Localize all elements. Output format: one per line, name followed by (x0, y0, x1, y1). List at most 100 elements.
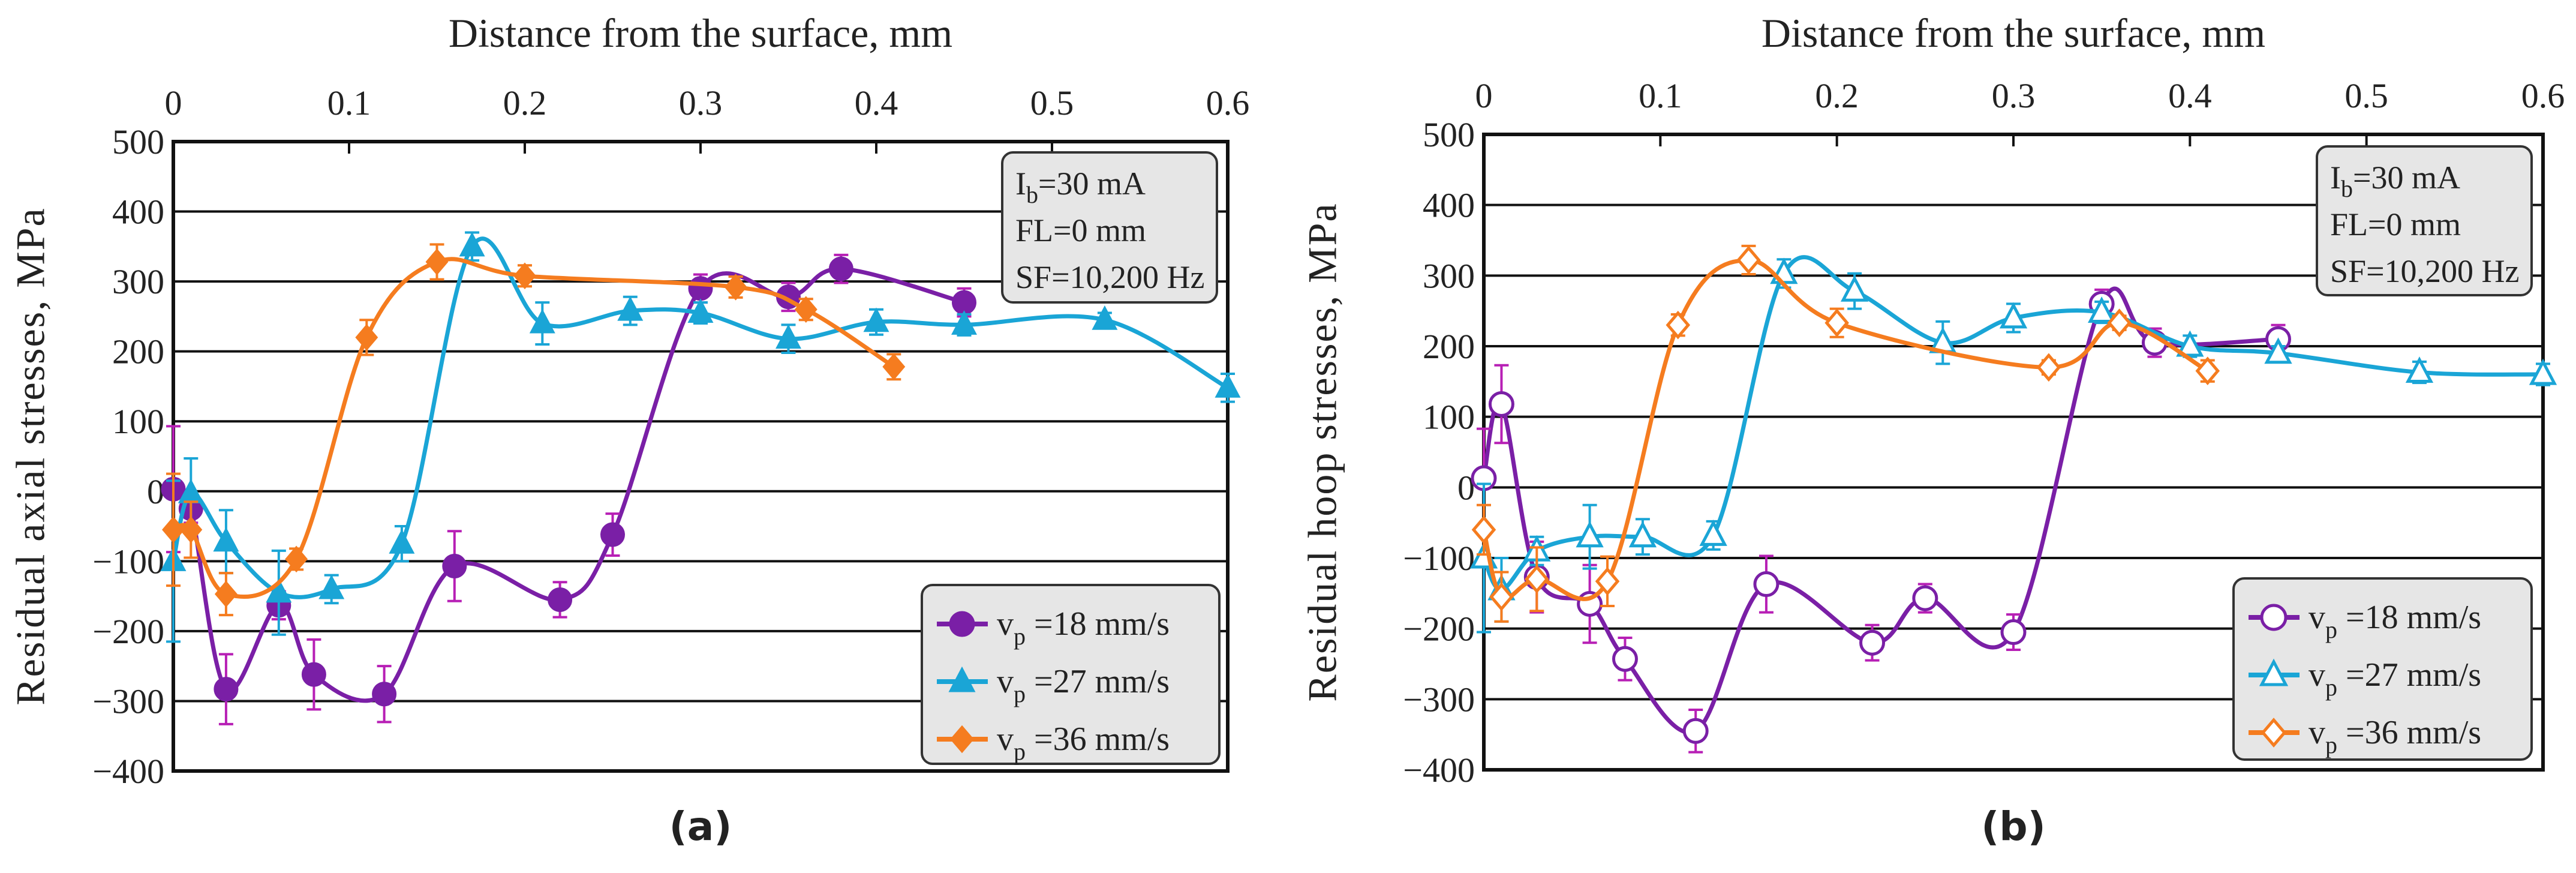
info-box: Ib=30 mA FL=0 mm SF=10,200 Hz (2316, 145, 2533, 296)
x-axis-title: Distance from the surface, mm (1762, 10, 2265, 56)
data-point-diamond (1489, 582, 1514, 611)
y-tick-label: −300 (1403, 680, 1475, 719)
x-tick-label: 0.1 (1639, 76, 1682, 115)
x-tick-label: 0.4 (855, 83, 898, 122)
info-line: FL=0 mm (1015, 212, 1146, 248)
data-point-diamond (724, 274, 747, 301)
info-line: Ib=30 mA (2330, 160, 2460, 202)
data-point-circle (1753, 571, 1780, 598)
data-point-diamond (355, 324, 378, 351)
data-point-triangle (1215, 373, 1241, 398)
data-point-triangle (459, 232, 485, 257)
data-point-circle (372, 682, 397, 707)
data-point-triangle (1092, 305, 1118, 330)
data-point-circle (2260, 604, 2288, 631)
data-point-diamond (882, 353, 906, 380)
x-tick-label: 0.3 (1992, 76, 2036, 115)
info-line: Ib=30 mA (1015, 166, 1146, 208)
x-tick-label: 0.4 (2168, 76, 2212, 115)
data-point-triangle (775, 324, 801, 349)
data-point-circle (214, 677, 239, 702)
series-line (1481, 286, 2279, 735)
x-tick-label: 0.2 (1815, 76, 1859, 115)
panel-label: (a) (669, 803, 732, 850)
x-tick-label: 0.2 (503, 83, 547, 122)
data-point-circle (1859, 629, 1886, 656)
data-point-diamond (1824, 308, 1849, 338)
y-tick-label: 200 (112, 332, 164, 371)
data-point-diamond (2107, 308, 2132, 338)
x-tick-label: 0 (1475, 76, 1493, 115)
legend-entry: vp =36 mm/s (2249, 714, 2481, 758)
y-tick-label: 100 (112, 402, 164, 441)
y-tick-label: 500 (112, 122, 164, 161)
data-point-diamond (1736, 245, 1761, 275)
x-tick-label: 0.5 (2344, 76, 2388, 115)
data-point-triangle (2259, 658, 2289, 686)
data-point-triangle (1699, 519, 1727, 546)
panel-label: (b) (1981, 803, 2046, 850)
legend-frame (921, 584, 1221, 765)
info-box: Ib=30 mA FL=0 mm SF=10,200 Hz (1001, 151, 1218, 304)
data-point-circle (828, 256, 853, 281)
data-point-triangle (2264, 337, 2292, 364)
data-point-diamond (1525, 565, 1549, 594)
data-point-circle (1612, 646, 1638, 672)
series-s27 (1469, 255, 2557, 634)
legend-label: vp =18 mm/s (997, 605, 1170, 650)
legend: vp =18 mm/s vp =27 mm/s vp =36 mm/s (2232, 577, 2533, 761)
data-point-circle (1488, 391, 1514, 417)
y-tick-label: 200 (1423, 327, 1475, 366)
legend-label: vp =36 mm/s (997, 721, 1170, 765)
y-tick-label: −200 (1403, 610, 1475, 649)
y-tick-label: 300 (112, 262, 164, 301)
data-point-circle (688, 276, 713, 301)
info-line: SF=10,200 Hz (1015, 259, 1204, 295)
data-point-triangle (2176, 330, 2204, 357)
y-tick-label: −400 (92, 752, 164, 791)
data-point-triangle (2088, 296, 2116, 323)
data-point-triangle (2405, 356, 2434, 383)
series-s36 (1471, 244, 2220, 623)
legend-label: vp =18 mm/s (2309, 599, 2481, 643)
y-tick-label: 300 (1423, 256, 1475, 295)
x-tick-label: 0.6 (2521, 76, 2565, 115)
data-point-diamond (179, 516, 203, 544)
x-tick-label: 0.6 (1206, 83, 1250, 122)
data-point-diamond (1471, 515, 1496, 544)
series-s18 (1471, 286, 2291, 754)
data-point-diamond (214, 580, 238, 608)
data-point-circle (301, 662, 326, 687)
legend-entry: vp =18 mm/s (937, 605, 1170, 650)
y-tick-label: −100 (92, 542, 164, 581)
data-point-circle (600, 522, 625, 547)
data-point-triangle (1840, 275, 1869, 302)
data-point-triangle (687, 298, 714, 323)
data-point-triangle (318, 574, 345, 599)
data-point-diamond (794, 296, 817, 323)
data-point-triangle (948, 666, 976, 692)
legend-entry: vp =36 mm/s (937, 721, 1170, 765)
x-tick-label: 0.5 (1030, 83, 1074, 122)
x-axis-title: Distance from the surface, mm (449, 10, 952, 56)
y-tick-label: 100 (1423, 398, 1475, 437)
series-s36 (162, 243, 906, 617)
data-point-triangle (1628, 521, 1657, 548)
data-point-triangle (1999, 302, 2028, 329)
data-point-circle (1912, 585, 1938, 611)
data-point-triangle (863, 307, 889, 332)
legend-label: vp =27 mm/s (997, 663, 1170, 707)
data-point-circle (1682, 718, 1709, 744)
legend-label: vp =27 mm/s (2309, 656, 2481, 701)
series-s27 (160, 231, 1241, 643)
legend-entry: vp =27 mm/s (2249, 656, 2481, 701)
legend-entry: vp =18 mm/s (2249, 599, 2481, 643)
data-point-diamond (425, 248, 449, 275)
data-point-diamond (162, 516, 185, 544)
data-point-triangle (951, 310, 977, 335)
data-point-circle (442, 553, 467, 578)
data-point-triangle (2529, 358, 2557, 385)
data-point-diamond (1666, 310, 1691, 340)
